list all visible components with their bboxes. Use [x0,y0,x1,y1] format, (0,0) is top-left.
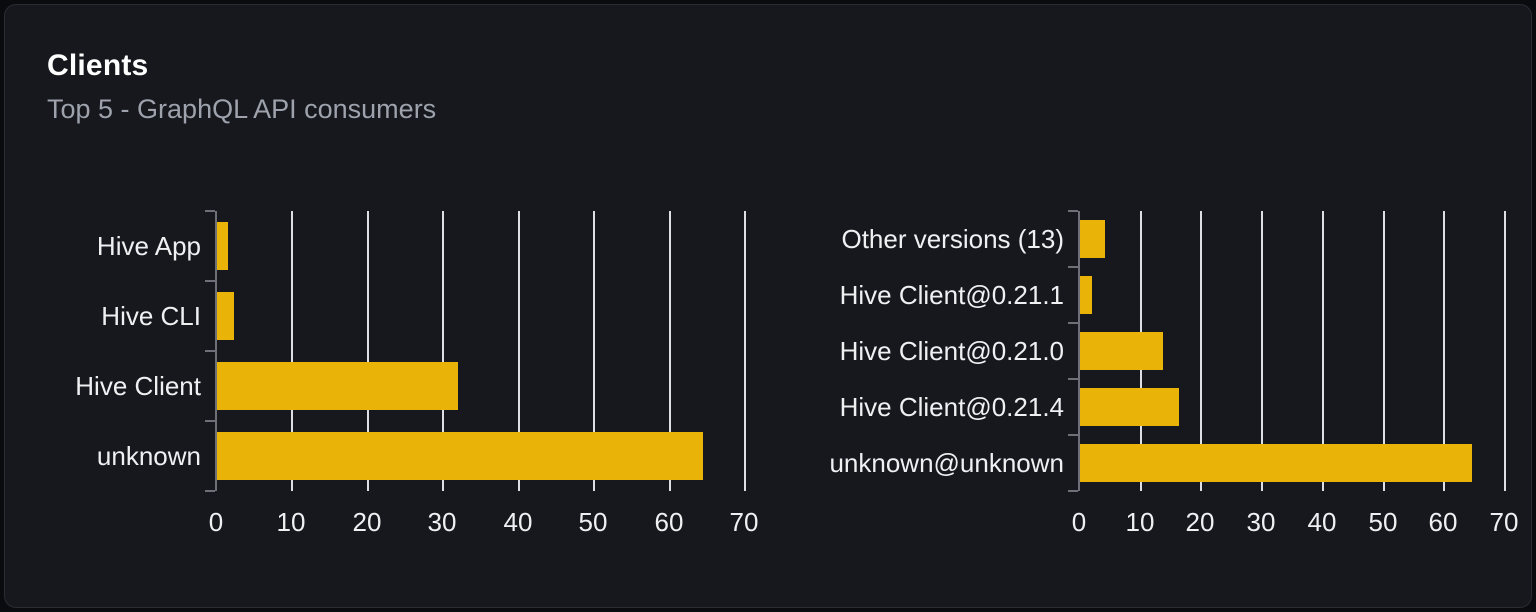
gridline [744,211,746,491]
x-axis-tick-label: 0 [208,507,224,537]
bar[interactable] [217,432,703,480]
y-axis-tick [1068,266,1078,268]
clients-panel: Clients Top 5 - GraphQL API consumers Hi… [4,4,1532,608]
x-axis-tick-label: 40 [1307,507,1337,537]
y-axis-tick [1068,490,1078,492]
category-label: unknown [96,440,201,471]
category-label: Hive Client@0.21.0 [839,335,1064,366]
panel-subtitle: Top 5 - GraphQL API consumers [47,94,437,124]
category-label: Hive Client@0.21.1 [839,279,1064,310]
x-axis-tick-label: 10 [276,507,306,537]
bar[interactable] [1080,220,1105,258]
bar[interactable] [1080,444,1472,482]
category-label: Hive CLI [101,300,201,331]
bar[interactable] [217,292,234,340]
y-axis-tick [205,490,215,492]
x-axis-tick-label: 70 [1489,507,1519,537]
bar[interactable] [1080,332,1163,370]
x-axis-tick-label: 30 [427,507,457,537]
gridline [1504,211,1506,491]
y-axis-tick [205,350,215,352]
y-axis-tick [205,210,215,212]
x-axis-tick-label: 20 [352,507,382,537]
y-axis-tick [1068,378,1078,380]
x-axis-tick-label: 70 [729,507,759,537]
bar[interactable] [217,362,458,410]
x-axis-tick-label: 30 [1246,507,1276,537]
y-axis-tick [1068,210,1078,212]
category-label: Hive Client [75,370,201,401]
y-axis-tick [1068,322,1078,324]
category-label: Other versions (13) [841,223,1064,254]
x-axis-tick-label: 50 [1368,507,1398,537]
bar[interactable] [1080,276,1092,314]
x-axis-tick-label: 10 [1125,507,1155,537]
y-axis-tick [1068,434,1078,436]
x-axis-tick-label: 40 [503,507,533,537]
panel-title: Clients [47,49,149,82]
category-label: Hive Client@0.21.4 [839,391,1064,422]
x-axis-tick-label: 60 [654,507,684,537]
x-axis-tick-label: 60 [1428,507,1458,537]
y-axis-tick [205,420,215,422]
y-axis-tick [205,280,215,282]
category-label: Hive App [96,230,201,261]
x-axis-tick-label: 20 [1185,507,1215,537]
x-axis-tick-label: 50 [578,507,608,537]
bar[interactable] [1080,388,1179,426]
bar[interactable] [217,222,228,270]
x-axis-tick-label: 0 [1071,507,1087,537]
